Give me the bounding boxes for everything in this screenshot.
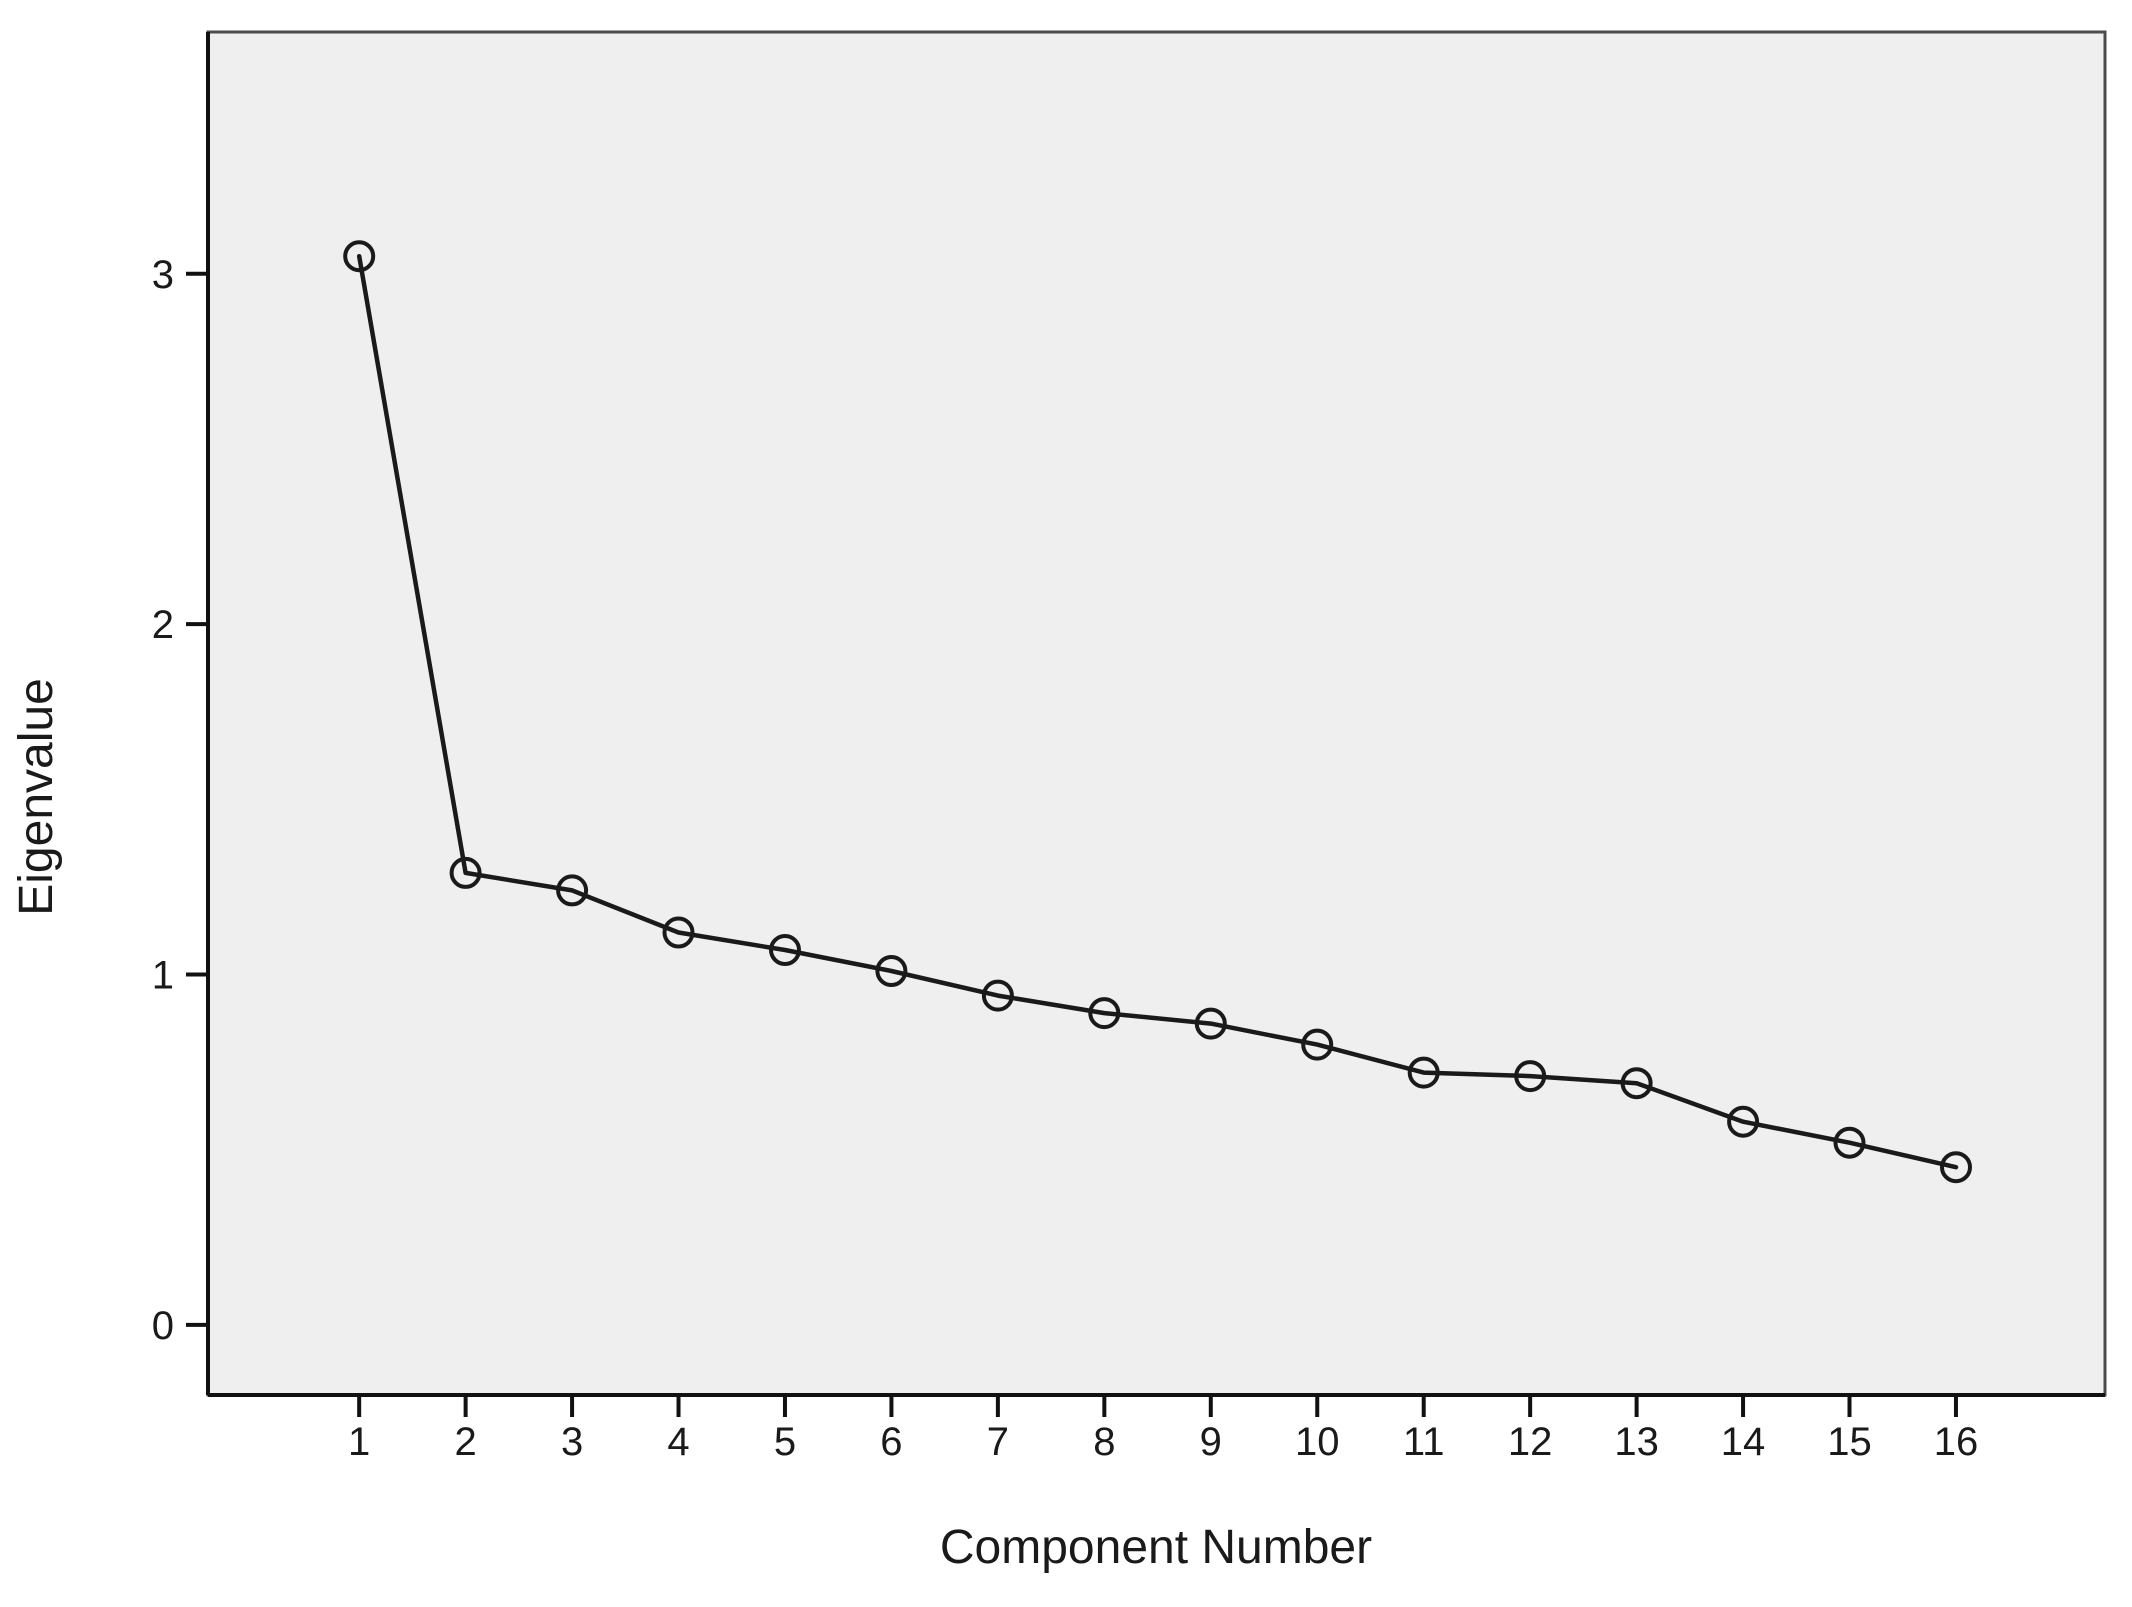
- data-point-5: [769, 934, 801, 966]
- series-layer: [343, 240, 1972, 1184]
- x-tick-label-16: 16: [1934, 1420, 1979, 1464]
- data-point-15: [1833, 1126, 1866, 1159]
- data-point-16: [1940, 1151, 1972, 1184]
- x-tick-label-9: 9: [1200, 1420, 1222, 1464]
- x-tick-label-6: 6: [880, 1420, 902, 1464]
- data-point-12: [1514, 1060, 1547, 1093]
- eigenvalue-line: [356, 253, 1959, 1170]
- data-point-7: [981, 979, 1014, 1012]
- x-tick-label-3: 3: [561, 1420, 583, 1464]
- x-tick-label-1: 1: [348, 1420, 370, 1464]
- data-point-9: [1194, 1007, 1227, 1040]
- x-tick-label-8: 8: [1093, 1420, 1115, 1464]
- plot-area: [206, 30, 2107, 1397]
- x-tick-label-7: 7: [987, 1420, 1009, 1464]
- y-tick-label-0: 0: [152, 1304, 174, 1348]
- data-point-4: [662, 916, 695, 949]
- x-tick-label-13: 13: [1614, 1420, 1659, 1464]
- x-tick-label-12: 12: [1508, 1420, 1553, 1464]
- data-point-10: [1301, 1028, 1334, 1061]
- data-point-2: [449, 856, 482, 889]
- x-tick-label-14: 14: [1721, 1420, 1766, 1464]
- y-axis-title: Eigenvalue: [10, 678, 63, 916]
- y-tick-label-3: 3: [152, 253, 174, 297]
- x-tick-label-2: 2: [454, 1420, 476, 1464]
- y-tick-label-2: 2: [152, 603, 174, 647]
- data-point-3: [556, 874, 589, 907]
- data-point-11: [1407, 1056, 1440, 1089]
- data-point-6: [875, 955, 908, 987]
- plot-layer: [206, 30, 2107, 1397]
- data-point-13: [1620, 1067, 1653, 1100]
- data-point-1: [343, 240, 376, 273]
- data-point-8: [1088, 997, 1121, 1030]
- data-point-14: [1727, 1105, 1760, 1138]
- x-tick-label-15: 15: [1827, 1420, 1872, 1464]
- x-tick-label-5: 5: [774, 1420, 796, 1464]
- x-tick-label-10: 10: [1295, 1420, 1340, 1464]
- x-tick-label-11: 11: [1403, 1420, 1445, 1464]
- x-tick-label-4: 4: [667, 1420, 689, 1464]
- y-tick-label-1: 1: [152, 954, 174, 998]
- x-axis-title: Component Number: [940, 1521, 1372, 1574]
